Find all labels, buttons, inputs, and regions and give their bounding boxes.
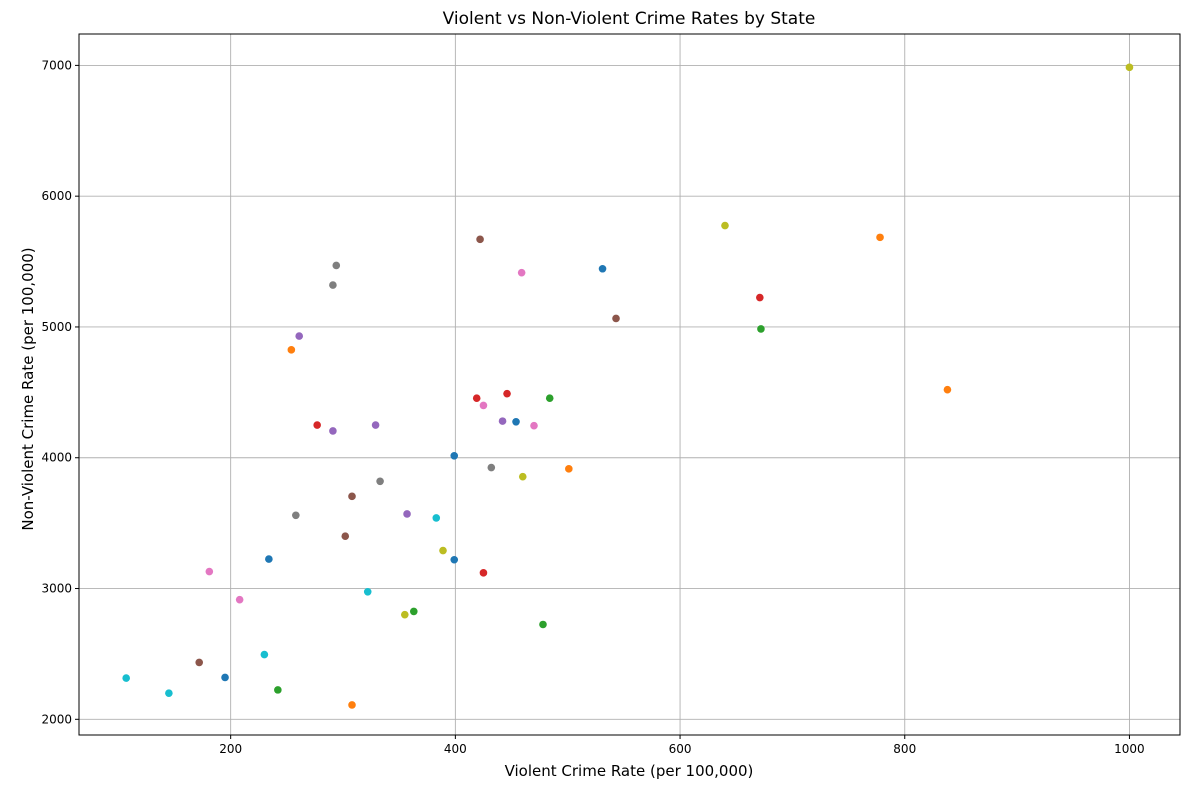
data-point <box>479 401 488 410</box>
y-tick-label: 7000 <box>41 58 72 72</box>
data-point <box>598 264 607 273</box>
data-point <box>943 385 952 394</box>
axis-ticks: 200 400 600 800 1000 2000 3000 4000 5000 6000 7000 <box>41 58 1144 756</box>
y-tick-label: 3000 <box>41 582 72 596</box>
y-tick-label: 6000 <box>41 189 72 203</box>
data-point <box>221 673 229 682</box>
data-point <box>1125 63 1134 72</box>
data-point <box>195 658 204 667</box>
data-point <box>503 389 511 398</box>
data-point <box>539 620 547 629</box>
data-point <box>371 421 380 429</box>
data-point <box>260 650 269 659</box>
y-axis-label: Non-Violent Crime Rate (per 100,000) <box>19 247 37 530</box>
data-point <box>565 465 573 473</box>
data-point <box>295 332 304 340</box>
data-point <box>235 595 244 604</box>
data-point <box>518 472 527 481</box>
data-point <box>530 421 538 430</box>
data-point <box>612 314 620 323</box>
data-point <box>487 463 496 472</box>
data-point <box>313 421 321 429</box>
data-point <box>329 427 337 435</box>
data-point <box>401 610 409 619</box>
data-point <box>479 569 488 577</box>
data-point <box>287 346 296 354</box>
data-point <box>329 281 337 289</box>
data-point <box>545 394 554 403</box>
plot-frame <box>78 33 1181 736</box>
data-point <box>512 417 520 426</box>
data-point <box>348 492 356 501</box>
data-point <box>721 221 729 230</box>
data-point <box>376 477 384 486</box>
x-tick-label: 200 <box>219 742 242 756</box>
data-point <box>439 546 447 555</box>
data-point <box>476 235 484 244</box>
x-tick-label: 600 <box>669 742 692 756</box>
data-point <box>432 514 441 522</box>
data-point <box>363 587 372 596</box>
x-tick-label: 1000 <box>1114 742 1145 756</box>
data-point <box>341 532 350 541</box>
data-point <box>403 510 411 518</box>
data-point <box>332 261 341 270</box>
data-points <box>122 63 1134 709</box>
y-tick-label: 4000 <box>41 451 72 465</box>
data-point <box>876 233 884 242</box>
y-tick-label: 2000 <box>41 712 72 726</box>
data-point <box>165 689 173 697</box>
x-axis-label: Violent Crime Rate (per 100,000) <box>505 762 754 780</box>
chart-title: Violent vs Non-Violent Crime Rates by St… <box>443 9 816 29</box>
x-tick-label: 400 <box>444 742 467 756</box>
data-point <box>517 268 526 277</box>
data-point <box>757 325 765 333</box>
data-point <box>348 701 356 709</box>
data-point <box>122 674 130 682</box>
data-point <box>472 394 481 403</box>
data-point <box>409 607 418 616</box>
data-point <box>498 417 507 425</box>
data-point <box>756 293 764 302</box>
y-tick-label: 5000 <box>41 320 72 334</box>
data-point <box>205 567 214 576</box>
grid-lines <box>79 34 1180 735</box>
data-point <box>292 511 300 520</box>
data-point <box>450 555 459 564</box>
data-point <box>450 451 459 460</box>
x-tick-label: 800 <box>893 742 916 756</box>
data-point <box>274 686 282 694</box>
data-point <box>265 555 273 563</box>
